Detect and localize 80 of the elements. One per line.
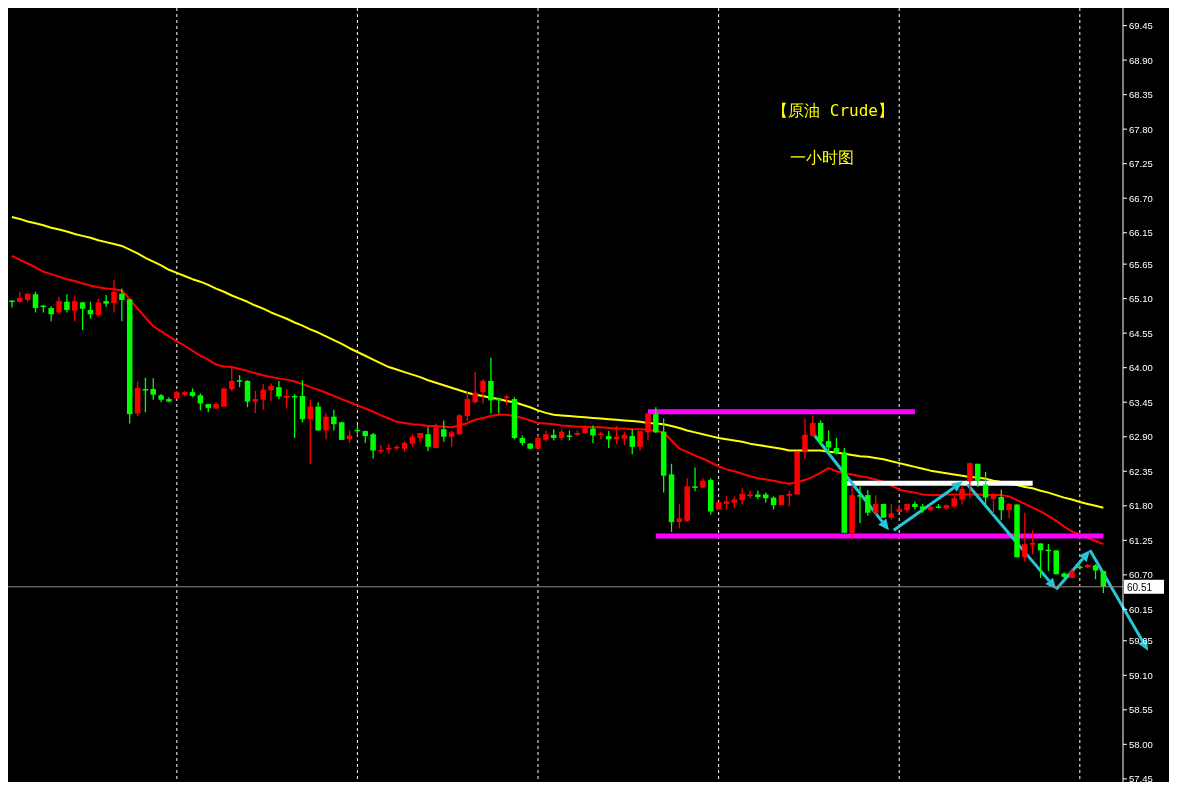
y-tick-label: 68.35 — [1129, 89, 1153, 101]
candlestick — [119, 287, 125, 322]
candlestick — [472, 371, 478, 405]
candlestick — [299, 379, 306, 423]
candlestick — [464, 390, 471, 422]
y-tick-label: 61.25 — [1129, 534, 1153, 546]
y-tick-label: 57.45 — [1129, 773, 1153, 785]
candlestick — [331, 409, 337, 432]
candlestick — [260, 383, 266, 411]
candlestick — [79, 301, 86, 331]
y-tick-label: 62.90 — [1129, 431, 1153, 443]
candlestick — [998, 488, 1005, 521]
candlestick — [244, 379, 251, 408]
candlestick — [817, 419, 824, 447]
candlestick — [268, 382, 274, 402]
candlestick — [676, 503, 683, 530]
candlestick — [229, 366, 235, 392]
candlestick — [425, 426, 431, 452]
y-tick-label: 62.35 — [1129, 465, 1153, 477]
candlestick — [150, 377, 157, 401]
candlestick — [32, 291, 39, 314]
y-tick-label: 58.00 — [1129, 738, 1153, 750]
y-tick-label: 67.80 — [1129, 123, 1153, 135]
candlestick — [990, 491, 997, 515]
y-tick-label: 67.25 — [1129, 158, 1153, 170]
candlestick — [747, 490, 753, 499]
candlestick — [629, 428, 635, 455]
candlestick — [95, 297, 102, 318]
candlestick — [284, 388, 290, 410]
y-tick-label: 68.90 — [1129, 54, 1153, 66]
candlestick — [433, 422, 439, 449]
candlestick — [967, 461, 973, 499]
candlestick — [645, 412, 651, 441]
y-tick-label: 61.80 — [1129, 500, 1153, 512]
candlestick — [802, 417, 808, 460]
y-tick-label: 64.00 — [1129, 362, 1153, 374]
candlestick — [72, 295, 78, 322]
candlestick — [1037, 542, 1044, 579]
candlestick — [370, 432, 376, 460]
candlestick — [142, 377, 149, 413]
y-tick-label: 63.45 — [1129, 396, 1153, 408]
candlestick — [276, 380, 282, 400]
line-series — [10, 216, 1105, 509]
candlestick — [865, 489, 871, 517]
candlestick — [1006, 502, 1012, 519]
y-tick-label: 60.70 — [1129, 569, 1153, 581]
y-tick-label: 59.10 — [1129, 669, 1153, 681]
candlestick — [872, 494, 879, 517]
candlestick — [252, 390, 259, 414]
candlestick — [64, 293, 70, 314]
y-tick-label: 58.55 — [1129, 704, 1153, 716]
candlestick — [653, 406, 659, 434]
ref-line-label: 60.51 — [1127, 581, 1153, 593]
line-series — [10, 254, 1105, 546]
candlestick — [857, 484, 863, 525]
y-tick-label: 60.15 — [1129, 603, 1153, 615]
candlestick — [441, 419, 447, 443]
candlestick — [456, 413, 463, 436]
candlestick — [637, 430, 643, 452]
candlestick — [590, 424, 596, 444]
candlestick — [480, 378, 486, 405]
candlestick — [315, 401, 321, 432]
y-tick-label: 64.55 — [1129, 327, 1153, 339]
text: 【原油 Crude】 — [772, 101, 894, 120]
y-tick-label: 66.15 — [1129, 227, 1153, 239]
candlestick — [959, 484, 965, 506]
text: 一小时图 — [789, 148, 854, 167]
candlestick — [1029, 529, 1036, 555]
candlestick — [488, 357, 494, 415]
candlestick — [755, 490, 761, 500]
y-tick-label: 66.70 — [1129, 192, 1153, 204]
candlestick — [111, 279, 117, 314]
candlestick — [323, 412, 329, 440]
candlestick — [982, 471, 989, 509]
y-tick-label: 65.65 — [1129, 258, 1153, 270]
candlestick — [692, 466, 698, 493]
candlestick — [1022, 512, 1028, 563]
y-tick-label: 69.45 — [1129, 20, 1153, 32]
y-tick-label: 65.10 — [1129, 293, 1153, 305]
candlestick — [912, 500, 918, 511]
